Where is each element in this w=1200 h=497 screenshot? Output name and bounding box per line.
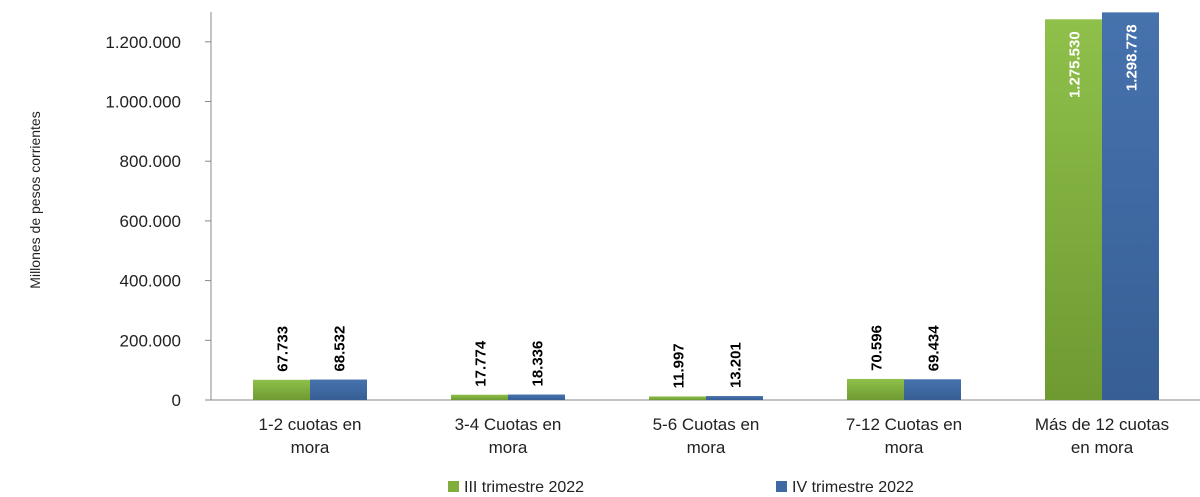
bar-iv-trimestre bbox=[310, 379, 367, 400]
bars: 67.733 68.532 17.774 18.336 11.997 13.201 70.5… bbox=[253, 12, 1159, 401]
data-label: 1.298.778 bbox=[1124, 24, 1141, 91]
category-label: 3-4 Cuotas en bbox=[455, 415, 562, 434]
y-tick-label: 1.000.000 bbox=[105, 93, 181, 112]
data-label: 1.275.530 bbox=[1067, 31, 1084, 98]
bar-iii-trimestre bbox=[451, 394, 508, 400]
data-label: 18.336 bbox=[530, 341, 547, 387]
data-label: 67.733 bbox=[275, 326, 292, 372]
bar-iv-trimestre bbox=[1102, 12, 1159, 401]
y-axis-ticks: 0 200.000 400.000 600.000 800.000 1.000.000 1.… bbox=[105, 33, 211, 410]
x-axis-labels: 1-2 cuotas en mora 3-4 Cuotas en mora 5-6 Cu… bbox=[258, 415, 1169, 457]
legend-label: III trimestre 2022 bbox=[464, 479, 584, 496]
category-label: 1-2 cuotas en bbox=[258, 415, 361, 434]
category-label: mora bbox=[291, 438, 330, 457]
legend-swatch bbox=[448, 481, 459, 492]
category-label: 5-6 Cuotas en bbox=[653, 415, 760, 434]
legend-swatch bbox=[776, 481, 787, 492]
legend-label: IV trimestre 2022 bbox=[792, 479, 914, 496]
y-axis-title: Millones de pesos corrientes bbox=[27, 111, 43, 288]
data-label: 69.434 bbox=[926, 325, 943, 372]
category-label: en mora bbox=[1071, 438, 1134, 457]
data-label: 68.532 bbox=[332, 326, 349, 372]
category-label: 7-12 Cuotas en bbox=[846, 415, 962, 434]
bar-iii-trimestre bbox=[649, 396, 706, 400]
category-label: mora bbox=[885, 438, 924, 457]
y-tick-label: 800.000 bbox=[120, 152, 181, 171]
bar-iv-trimestre bbox=[706, 396, 763, 400]
data-label: 11.997 bbox=[671, 343, 688, 388]
y-tick-label: 0 bbox=[172, 391, 181, 410]
bar-iv-trimestre bbox=[508, 394, 565, 400]
y-tick-label: 600.000 bbox=[120, 212, 181, 231]
y-tick-label: 400.000 bbox=[120, 272, 181, 291]
data-label: 70.596 bbox=[869, 325, 886, 371]
data-label: 17.774 bbox=[473, 340, 490, 387]
bar-iii-trimestre bbox=[1045, 19, 1102, 401]
bar-iii-trimestre bbox=[847, 378, 904, 400]
category-label: Más de 12 cuotas bbox=[1035, 415, 1169, 434]
y-tick-label: 200.000 bbox=[120, 331, 181, 350]
data-label: 13.201 bbox=[728, 342, 745, 388]
category-label: mora bbox=[687, 438, 726, 457]
bar-iii-trimestre bbox=[253, 379, 310, 400]
y-tick-label: 1.200.000 bbox=[105, 33, 181, 52]
category-label: mora bbox=[489, 438, 528, 457]
legend: III trimestre 2022 IV trimestre 2022 bbox=[448, 479, 914, 496]
bar-iv-trimestre bbox=[904, 379, 961, 400]
